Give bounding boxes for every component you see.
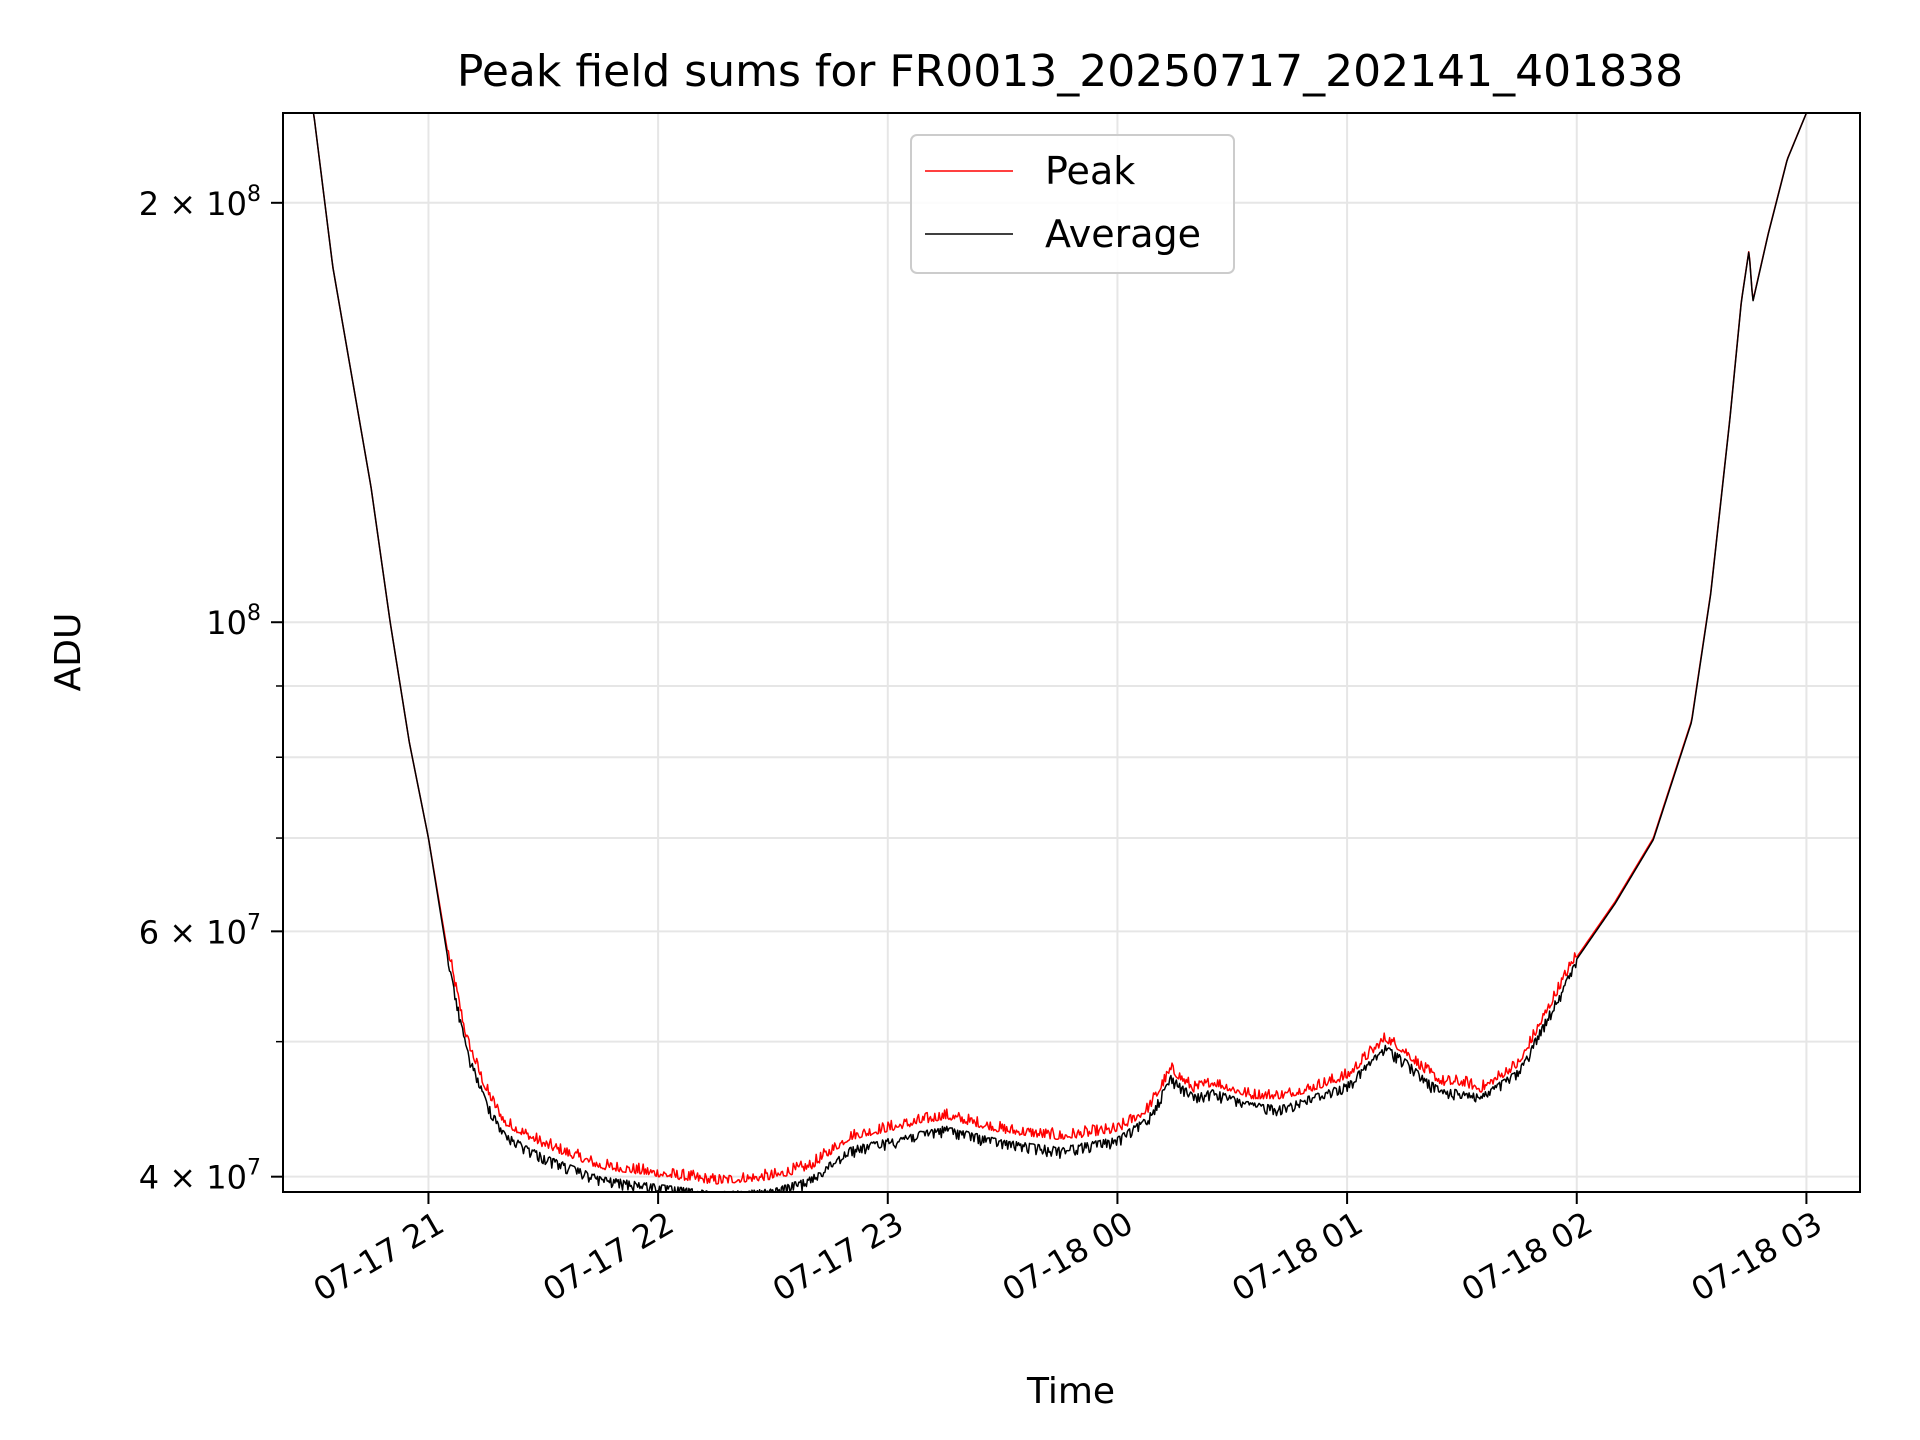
y-tick-base: 6 × 10 [139, 913, 247, 951]
series-line-peak [283, 113, 1808, 1185]
series-line-average [283, 113, 1808, 1192]
series-area [283, 113, 1808, 1192]
legend-label-peak: Peak [1045, 149, 1135, 193]
plot-frame [282, 112, 1861, 1193]
legend-label-average: Average [1045, 212, 1201, 256]
y-tick-base: 4 × 10 [139, 1159, 247, 1197]
y-tick-label: 6 × 107 [139, 910, 261, 951]
legend-box [910, 134, 1235, 274]
y-axis-label: ADU [48, 613, 89, 692]
x-axis-label: Time [1026, 1371, 1115, 1412]
y-tick-base: 2 × 10 [139, 185, 247, 223]
y-tick-label: 108 [206, 601, 261, 642]
y-tick-exponent: 8 [247, 182, 261, 207]
legend: Peak Average [910, 134, 1235, 274]
y-tick-label: 4 × 107 [139, 1156, 261, 1197]
y-tick-exponent: 7 [247, 1156, 261, 1181]
y-tick-label: 2 × 108 [139, 182, 261, 223]
y-tick-exponent: 8 [247, 601, 261, 626]
chart-title: Peak field sums for FR0013_20250717_2021… [457, 46, 1683, 97]
y-tick-base: 10 [206, 604, 247, 642]
y-tick-exponent: 7 [247, 910, 261, 935]
